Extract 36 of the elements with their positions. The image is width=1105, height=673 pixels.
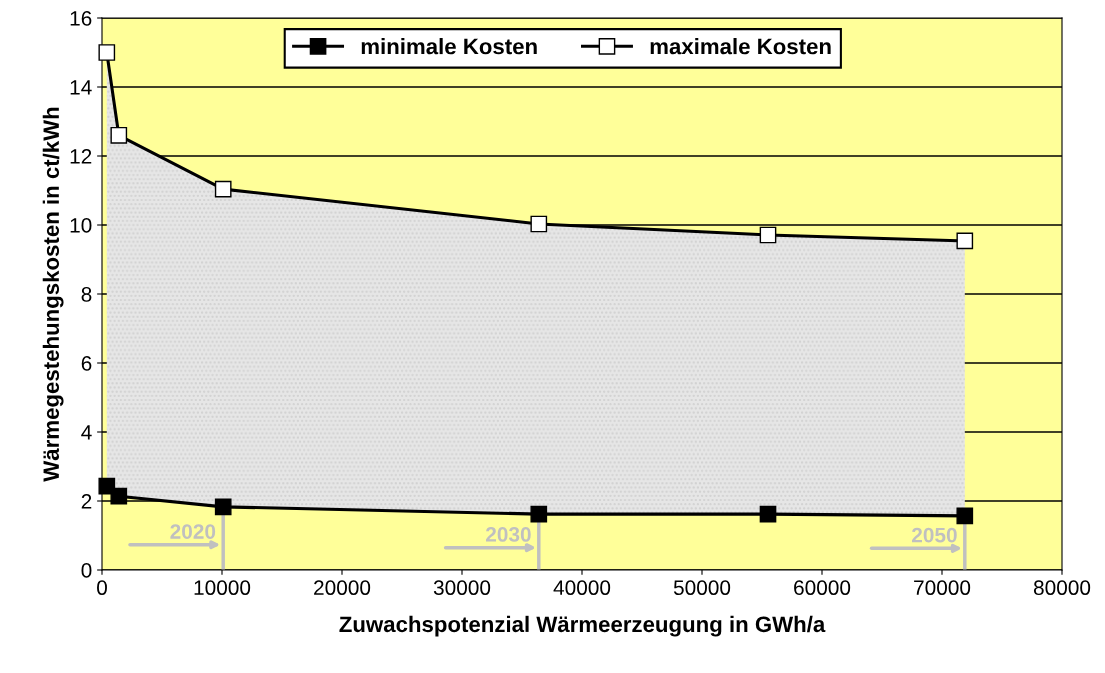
legend-label: minimale Kosten [361, 38, 537, 55]
annotation: 2050 [911, 527, 957, 543]
point [956, 507, 974, 525]
y-tick-label: 8 [81, 287, 92, 302]
x-tick-label: 20000 [314, 580, 371, 596]
y-tick-label: 16 [70, 11, 92, 26]
point [214, 180, 232, 198]
x-tick-label: 10000 [194, 580, 251, 596]
y-tick-label: 6 [81, 356, 92, 371]
point [98, 44, 116, 61]
point [110, 126, 128, 144]
point [530, 215, 548, 233]
point [759, 226, 777, 244]
y-axis-title: Wärmegestehungskosten in ct/kWh [42, 107, 64, 482]
point [214, 498, 232, 516]
legend-label: maximale Kosten [650, 38, 831, 55]
y-tick-label: 14 [70, 80, 92, 95]
point [530, 505, 548, 523]
y-tick-label: 2 [81, 494, 92, 509]
annotation: 2020 [170, 524, 216, 539]
y-tick-label: 0 [81, 563, 92, 578]
x-tick-label: 40000 [553, 580, 611, 596]
x-tick-label: 60000 [794, 580, 851, 596]
point [956, 232, 974, 250]
point [110, 487, 128, 505]
x-tick-label: 50000 [673, 580, 731, 596]
y-tick-label: 4 [81, 425, 92, 440]
y-tick-label: 12 [70, 149, 92, 164]
x-tick-label: 80000 [1033, 580, 1091, 596]
annotation: 2030 [485, 527, 531, 542]
y-tick-label: 10 [70, 218, 92, 233]
point [759, 505, 777, 523]
x-tick-label: 70000 [914, 580, 971, 596]
x-tick-label: 0 [97, 580, 107, 596]
x-tick-label: 30000 [433, 580, 491, 596]
x-axis-title: Zuwachspotenzial Wärmeerzeugung in GWh/a [339, 615, 826, 637]
